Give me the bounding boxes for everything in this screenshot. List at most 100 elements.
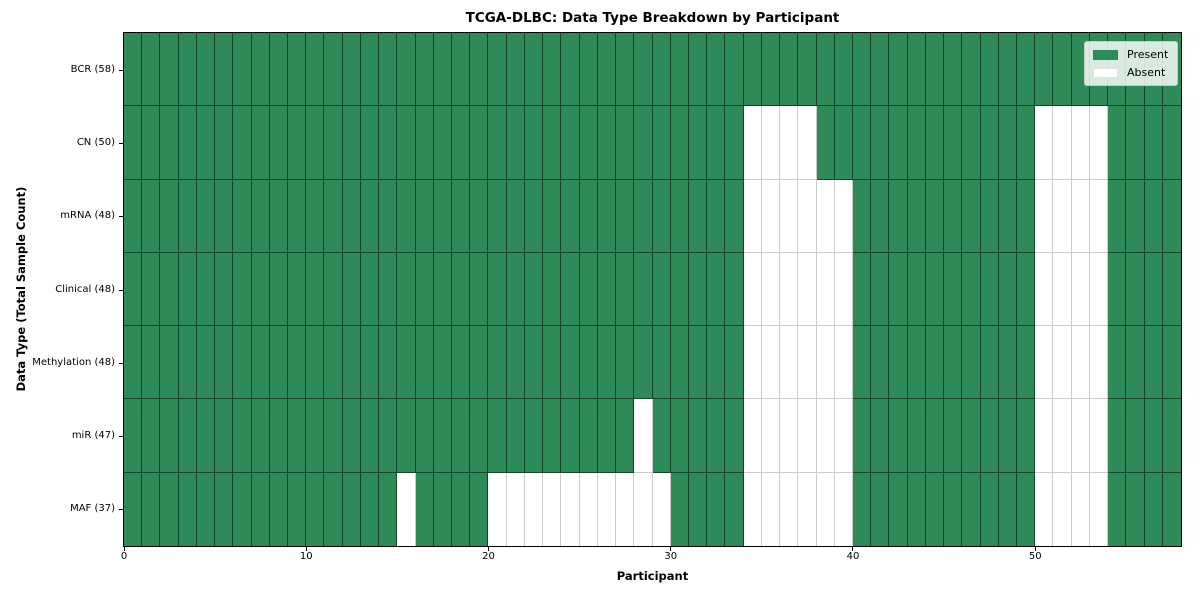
heatmap-cell (124, 252, 143, 327)
heatmap-cell (215, 179, 234, 253)
heatmap-cell (1108, 399, 1127, 473)
heatmap-cell (288, 252, 307, 327)
heatmap-cell (871, 179, 890, 253)
heatmap-cell (1016, 179, 1036, 253)
heatmap-cell (725, 179, 744, 253)
heatmap-cell (944, 106, 963, 180)
x-axis-label: Participant (616, 569, 689, 583)
heatmap-cell (324, 179, 343, 253)
heatmap-cell (215, 326, 234, 400)
heatmap-cell (907, 33, 926, 107)
heatmap-cell (834, 472, 853, 546)
heatmap-cell (998, 179, 1017, 253)
heatmap-cell (397, 399, 416, 473)
heatmap-cell (196, 179, 216, 253)
heatmap-cell (743, 33, 762, 107)
heatmap-cell (871, 326, 890, 400)
heatmap-cell (433, 33, 453, 107)
heatmap-cell (1071, 179, 1090, 253)
heatmap-cell (780, 106, 799, 180)
heatmap-cell (1089, 106, 1109, 180)
heatmap-cell (780, 326, 799, 400)
heatmap-cell (196, 252, 216, 327)
heatmap-cell (743, 106, 762, 180)
heatmap-cell (269, 252, 289, 327)
heatmap-cell (1035, 326, 1054, 400)
heatmap-cell (488, 472, 507, 546)
heatmap-cell (579, 252, 598, 327)
heatmap-cell (433, 399, 453, 473)
heatmap-cell (761, 472, 781, 546)
chart-title: TCGA-DLBC: Data Type Breakdown by Partic… (465, 10, 840, 26)
heatmap-cell (743, 399, 762, 473)
heatmap-cell (415, 399, 434, 473)
heatmap-cell (524, 252, 544, 327)
heatmap-cell (470, 399, 489, 473)
heatmap-cell (1071, 252, 1090, 327)
heatmap-cell (1071, 472, 1090, 546)
heatmap-cell (524, 326, 544, 400)
heatmap-cell (1071, 399, 1090, 473)
heatmap-cell (415, 106, 434, 180)
heatmap-cell (160, 106, 179, 180)
heatmap-cell (342, 326, 361, 400)
heatmap-cell (124, 399, 143, 473)
heatmap-cell (616, 399, 635, 473)
heatmap-cell (871, 33, 890, 107)
heatmap-cell (470, 179, 489, 253)
heatmap-cell (415, 33, 434, 107)
heatmap-cell (1016, 326, 1036, 400)
heatmap-cell (761, 326, 781, 400)
heatmap-cell (1035, 33, 1054, 107)
heatmap-cell (342, 399, 361, 473)
heatmap-cell (160, 399, 179, 473)
heatmap-cell (342, 472, 361, 546)
heatmap-cell (597, 472, 617, 546)
heatmap-cell (215, 399, 234, 473)
heatmap-cell (251, 252, 270, 327)
heatmap-cell (178, 326, 197, 400)
heatmap-cell (907, 399, 926, 473)
heatmap-cell (524, 179, 544, 253)
heatmap-cell (561, 252, 580, 327)
heatmap-cell (634, 399, 653, 473)
heatmap-cell (178, 252, 197, 327)
heatmap-cell (670, 33, 689, 107)
heatmap-cell (944, 399, 963, 473)
heatmap-cell (488, 106, 507, 180)
heatmap-cell (871, 252, 890, 327)
heatmap-cell (452, 399, 471, 473)
heatmap-cell (360, 252, 380, 327)
y-tick-mark (119, 436, 123, 438)
heatmap-cell (616, 179, 635, 253)
heatmap-cell (543, 106, 562, 180)
heatmap-cell (488, 252, 507, 327)
heatmap-cell (852, 399, 872, 473)
y-tick-label: MAF (37) (70, 503, 115, 515)
heatmap-cell (488, 326, 507, 400)
heatmap-cell (634, 106, 653, 180)
heatmap-cell (288, 399, 307, 473)
heatmap-cell (652, 326, 671, 400)
heatmap-cell (1016, 106, 1036, 180)
x-tick-mark (305, 547, 307, 551)
heatmap-cell (233, 33, 252, 107)
heatmap-cell (561, 179, 580, 253)
heatmap-cell (798, 252, 817, 327)
heatmap-cell (780, 179, 799, 253)
heatmap-cell (1144, 252, 1163, 327)
heatmap-cell (561, 33, 580, 107)
heatmap-cell (488, 33, 507, 107)
heatmap-cell (907, 472, 926, 546)
heatmap-cell (543, 326, 562, 400)
heatmap-cell (524, 106, 544, 180)
heatmap-cell (816, 252, 835, 327)
heatmap-cell (452, 106, 471, 180)
heatmap-cell (561, 326, 580, 400)
heatmap-cell (452, 179, 471, 253)
heatmap-cell (743, 179, 762, 253)
heatmap-cell (980, 106, 999, 180)
heatmap-cell (506, 106, 525, 180)
heatmap-cell (215, 106, 234, 180)
